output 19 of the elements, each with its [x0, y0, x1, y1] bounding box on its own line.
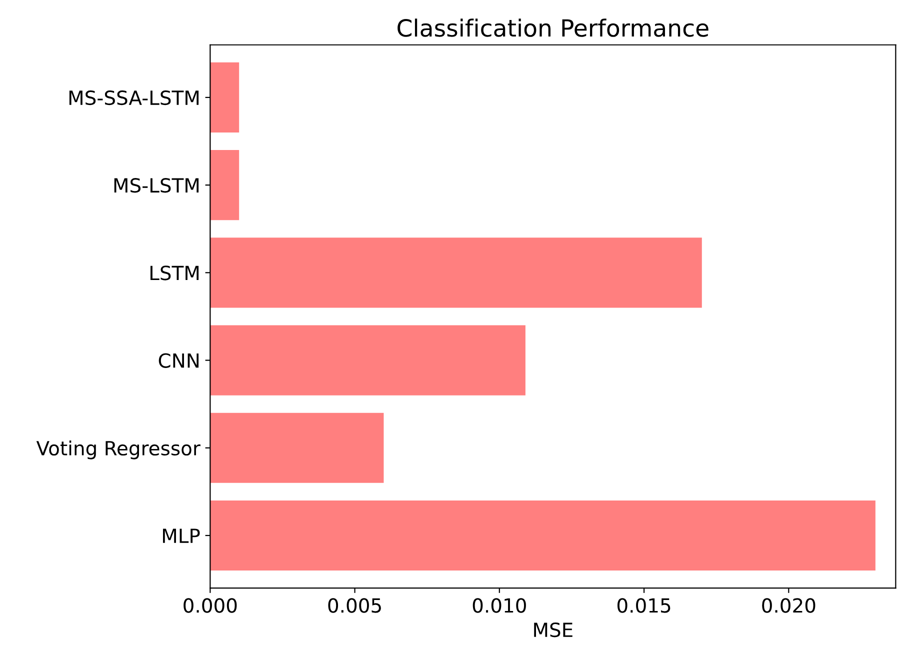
- bar: [210, 150, 240, 220]
- y-tick-label: LSTM: [150, 266, 199, 280]
- y-tick-label: MS-SSA-LSTM: [69, 90, 199, 106]
- x-axis-title: MSE: [534, 622, 572, 638]
- bar: [210, 325, 526, 396]
- y-tick-label: MLP: [163, 528, 200, 543]
- x-tick-label: 0.010: [472, 598, 526, 613]
- x-tick-label: 0.000: [184, 598, 237, 613]
- y-tick-label: Voting Regressor: [36, 440, 200, 460]
- bar: [210, 412, 384, 483]
- y-tick-label: MS-LSTM: [114, 178, 199, 193]
- x-tick-label: 0.005: [328, 598, 381, 613]
- x-tick-label: 0.020: [762, 598, 816, 613]
- chart-title: Classification Performance: [398, 18, 708, 37]
- bar: [210, 500, 876, 571]
- bar: [210, 62, 240, 132]
- x-tick-label: 0.015: [617, 598, 670, 613]
- bar: [210, 238, 702, 308]
- y-tick-label: CNN: [158, 353, 199, 368]
